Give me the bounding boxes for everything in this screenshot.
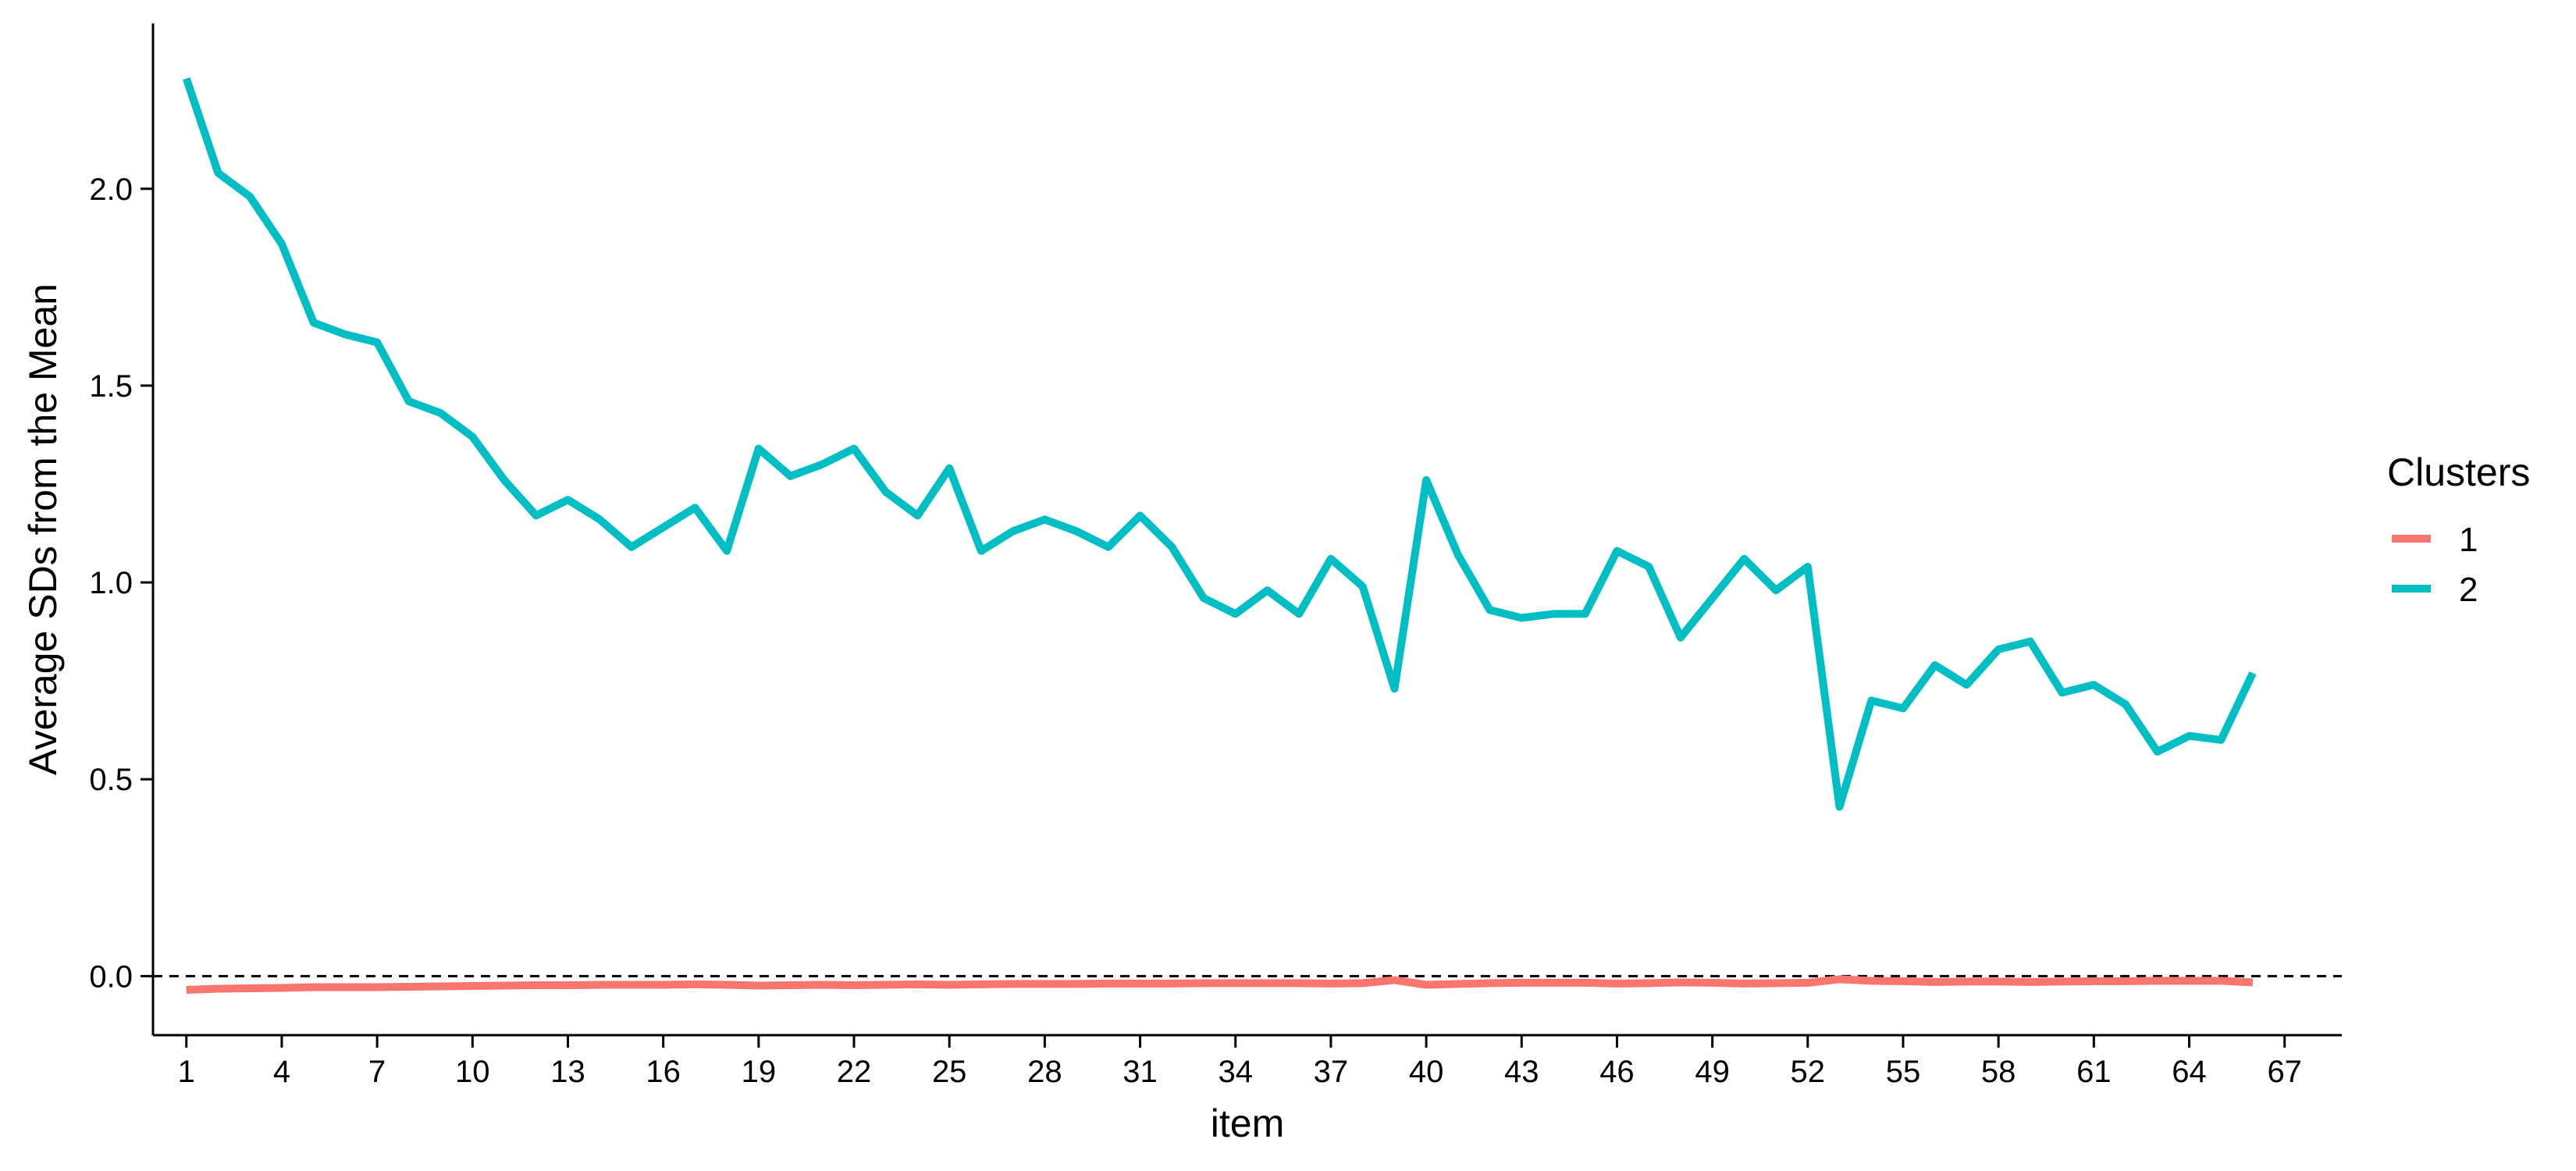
x-tick-label: 52 [1791, 1055, 1826, 1089]
y-tick-label: 0.0 [89, 959, 133, 994]
y-tick-label: 1.5 [89, 369, 133, 404]
y-tick-label: 1.0 [89, 566, 133, 600]
x-tick-label: 37 [1314, 1055, 1349, 1089]
x-tick-label: 25 [932, 1055, 967, 1089]
legend: Clusters 12 [2387, 450, 2530, 609]
y-axis-title: Average SDs from the Mean [21, 283, 65, 775]
x-tick-label: 10 [455, 1055, 490, 1089]
axes-layer [151, 23, 2342, 1037]
series-line-1 [186, 975, 2254, 994]
legend-items: 12 [2392, 521, 2478, 609]
x-tick-label: 31 [1123, 1055, 1158, 1089]
x-tick-label: 19 [742, 1055, 777, 1089]
series-line-2 [183, 77, 2257, 811]
x-tick-label: 67 [2267, 1055, 2302, 1089]
x-tick-label: 34 [1218, 1055, 1253, 1089]
y-tick-label: 0.5 [89, 763, 133, 797]
legend-title: Clusters [2387, 450, 2530, 494]
x-tick-label: 43 [1504, 1055, 1539, 1089]
series-layer [183, 77, 2257, 994]
x-tick-label: 28 [1027, 1055, 1062, 1089]
x-tick-label: 16 [646, 1055, 681, 1089]
y-tick-label: 2.0 [89, 173, 133, 207]
legend-label-1: 1 [2459, 521, 2478, 559]
x-tick-label: 7 [368, 1055, 386, 1089]
x-tick-label: 13 [550, 1055, 585, 1089]
x-tick-label: 40 [1409, 1055, 1444, 1089]
x-tick-label: 46 [1599, 1055, 1635, 1089]
x-tick-label: 58 [1981, 1055, 2016, 1089]
x-tick-label: 4 [273, 1055, 290, 1089]
x-tick-label: 49 [1695, 1055, 1730, 1089]
x-axis-title: item [1211, 1102, 1284, 1145]
x-tick-label: 1 [178, 1055, 195, 1089]
y-ticks: 0.0 0.5 1.0 1.5 2.0 [89, 173, 153, 994]
x-tick-label: 55 [1886, 1055, 1921, 1089]
legend-label-2: 2 [2459, 571, 2478, 609]
x-ticks: 1 4 7 10 13 16 19 22 25 28 31 34 37 40 43 46 49 52 55 58 61 6… [178, 1035, 2302, 1089]
x-tick-label: 22 [837, 1055, 872, 1089]
x-tick-label: 64 [2172, 1055, 2207, 1089]
x-tick-label: 61 [2076, 1055, 2112, 1089]
